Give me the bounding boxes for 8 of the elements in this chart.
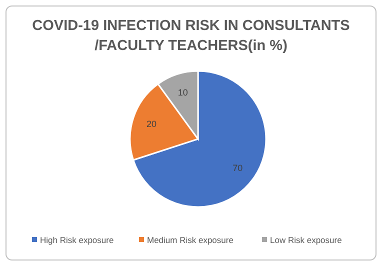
legend-label: High Risk exposure bbox=[40, 235, 114, 245]
data-label: 20 bbox=[146, 119, 156, 130]
data-label: 10 bbox=[178, 88, 188, 98]
data-label: 70 bbox=[232, 162, 243, 173]
pie-slice bbox=[132, 70, 267, 208]
chart-title: COVID-19 INFECTION RISK IN CONSULTANTS /FACULTY TEACHERS(in %) bbox=[32, 18, 350, 54]
legend-label: Low Risk exposure bbox=[270, 235, 342, 245]
legend-label: Medium Risk exposure bbox=[147, 235, 234, 245]
